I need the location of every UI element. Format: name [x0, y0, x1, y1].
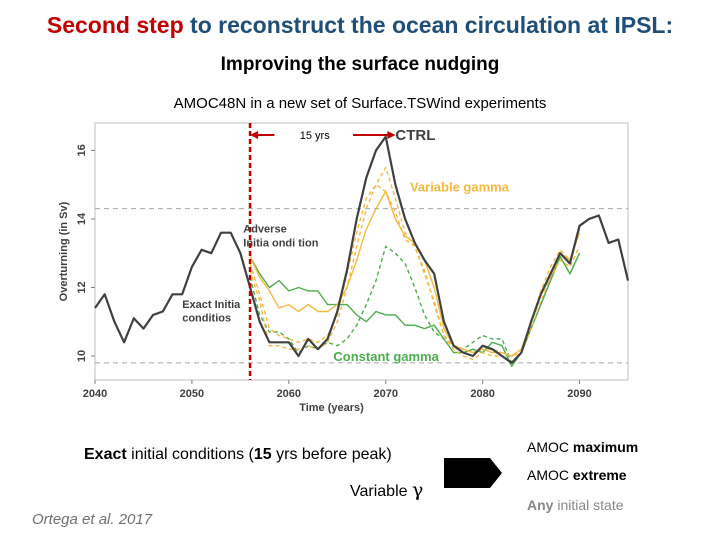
y-axis-label: Overturning (in Sv) — [58, 201, 70, 301]
result2-a: AMOC — [527, 467, 573, 483]
slide-subtitle: Improving the surface nudging — [220, 54, 500, 75]
result3-a: Any — [527, 497, 558, 513]
span-arrow-left-head — [250, 131, 259, 139]
result1-a: AMOC — [527, 439, 573, 455]
result3-b: initial state — [557, 497, 624, 513]
gamma-symbol: γ — [411, 479, 424, 501]
y-tick-label: 14 — [76, 212, 88, 225]
x-tick-label: 2050 — [180, 388, 204, 400]
result-amoc-maximum: AMOC maximum — [527, 439, 638, 455]
exact-label-line1: Exact Initia — [182, 299, 241, 311]
variable-word: Variable — [350, 483, 412, 500]
series-line-ctrl — [94, 135, 630, 364]
y-tick-label: 16 — [76, 144, 88, 156]
x-tick-label: 2060 — [277, 388, 301, 400]
x-tick-label: 2090 — [567, 388, 591, 400]
exact-word: Exact — [84, 446, 127, 463]
x-tick-label: 2070 — [373, 388, 397, 400]
title-rest: to reconstruct the ocean circulation at … — [183, 12, 674, 38]
y-tick-label: 12 — [76, 281, 88, 293]
exact-label-line2: conditios — [182, 313, 231, 325]
slide-title: Second step to reconstruct the ocean cir… — [0, 12, 720, 39]
x-tick-label: 2040 — [83, 388, 107, 400]
right-arrow-icon — [444, 458, 502, 488]
x-axis-label: Time (years) — [299, 402, 364, 414]
citation: Ortega et al. 2017 — [32, 511, 153, 528]
y-tick-label: 10 — [76, 350, 88, 362]
constant-gamma-label: Constant gamma — [333, 349, 439, 364]
chart-title: AMOC48N in a new set of Surface.TSWind e… — [173, 95, 547, 112]
exact-number: 15 — [253, 446, 272, 463]
exact-initial-conditions-text: Exact initial conditions (15 yrs before … — [84, 446, 392, 464]
variable-gamma-label: Variable gamma — [410, 180, 510, 195]
exact-end: yrs before peak) — [271, 446, 392, 463]
adverse-label-line2: Initia ondi tion — [243, 237, 318, 249]
span-arrow-right-head — [387, 131, 396, 139]
adverse-label-line1: Adverse — [243, 224, 286, 236]
result1-b: maximum — [572, 439, 639, 455]
exact-mid: initial conditions ( — [126, 446, 254, 463]
result-any-initial-state: Any initial state — [527, 497, 624, 513]
plot-frame — [94, 122, 629, 381]
variable-gamma-text: Variable γ — [350, 479, 423, 501]
title-accent: Second step — [46, 12, 184, 38]
x-tick-label: 2080 — [470, 388, 494, 400]
amoc-chart: 2040 2050 2060 2070 2080 2090 10 12 14 16 Time (ye… — [58, 122, 630, 414]
series-line-variable-gamma-3 — [249, 183, 581, 357]
result-amoc-extreme: AMOC extreme — [527, 467, 627, 483]
ctrl-label: CTRL — [395, 127, 435, 144]
result2-b: extreme — [572, 467, 627, 483]
span-label: 15 yrs — [300, 130, 330, 142]
